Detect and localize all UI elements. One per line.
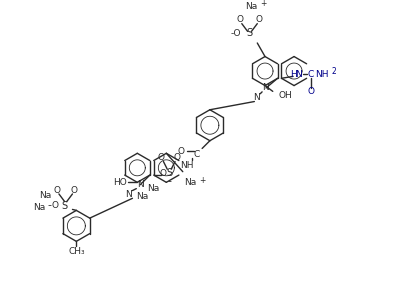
- Text: N: N: [125, 190, 132, 199]
- Text: O: O: [160, 169, 167, 178]
- Text: -: -: [47, 201, 51, 211]
- Text: O: O: [307, 87, 314, 96]
- Text: O: O: [177, 147, 184, 156]
- Text: N: N: [295, 70, 302, 79]
- Text: N: N: [137, 180, 143, 189]
- Text: HO: HO: [113, 178, 127, 187]
- Text: H: H: [290, 70, 297, 79]
- Text: OH: OH: [279, 91, 293, 100]
- Text: S: S: [166, 168, 172, 178]
- Text: S: S: [62, 201, 68, 211]
- Text: O: O: [236, 15, 243, 24]
- Text: C: C: [193, 150, 199, 159]
- Text: NH: NH: [180, 161, 193, 170]
- Text: O: O: [52, 201, 59, 210]
- Text: C: C: [307, 70, 314, 79]
- Text: O: O: [71, 186, 78, 195]
- Text: Na: Na: [39, 191, 52, 201]
- Text: O: O: [256, 15, 263, 24]
- Text: 2: 2: [331, 67, 336, 76]
- Text: O: O: [173, 153, 180, 162]
- Text: Na: Na: [185, 178, 197, 187]
- Text: +: +: [260, 0, 266, 8]
- Text: -: -: [167, 176, 171, 186]
- Text: Na: Na: [147, 184, 160, 193]
- Text: Na: Na: [33, 203, 46, 212]
- Text: N: N: [253, 93, 260, 102]
- Text: Na: Na: [136, 192, 148, 201]
- Text: O: O: [158, 153, 165, 162]
- Text: NH: NH: [315, 70, 329, 79]
- Text: N: N: [262, 83, 269, 92]
- Text: Na: Na: [246, 2, 258, 11]
- Text: O: O: [54, 186, 61, 195]
- Text: +: +: [199, 176, 205, 185]
- Text: S: S: [246, 28, 253, 38]
- Text: -O: -O: [231, 29, 241, 38]
- Text: CH₃: CH₃: [68, 246, 84, 255]
